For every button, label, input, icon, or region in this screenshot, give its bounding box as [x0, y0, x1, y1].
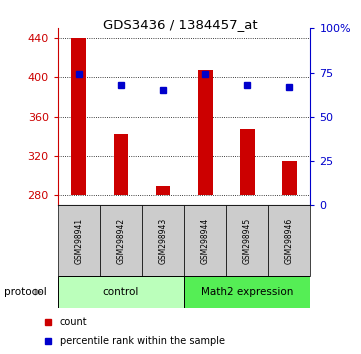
Bar	[240, 129, 255, 195]
Bar	[58, 205, 100, 276]
Bar	[226, 205, 268, 276]
Bar	[142, 205, 184, 276]
Bar	[198, 70, 213, 195]
Text: GDS3436 / 1384457_at: GDS3436 / 1384457_at	[103, 18, 258, 31]
Bar	[156, 185, 170, 195]
Bar	[184, 276, 310, 308]
Bar	[184, 205, 226, 276]
Text: GSM298946: GSM298946	[285, 218, 294, 264]
Bar	[58, 276, 184, 308]
Text: control: control	[103, 287, 139, 297]
Text: percentile rank within the sample: percentile rank within the sample	[60, 336, 225, 346]
Text: GSM298941: GSM298941	[74, 218, 83, 264]
Bar	[282, 161, 297, 195]
Bar	[100, 205, 142, 276]
Text: count: count	[60, 318, 88, 327]
Text: protocol: protocol	[4, 287, 46, 297]
Bar	[268, 205, 310, 276]
Text: GSM298945: GSM298945	[243, 218, 252, 264]
Text: GSM298944: GSM298944	[201, 218, 210, 264]
Text: GSM298943: GSM298943	[158, 218, 168, 264]
Text: Math2 expression: Math2 expression	[201, 287, 293, 297]
Text: GSM298942: GSM298942	[117, 218, 125, 264]
Bar	[114, 133, 128, 195]
Bar	[71, 38, 86, 195]
